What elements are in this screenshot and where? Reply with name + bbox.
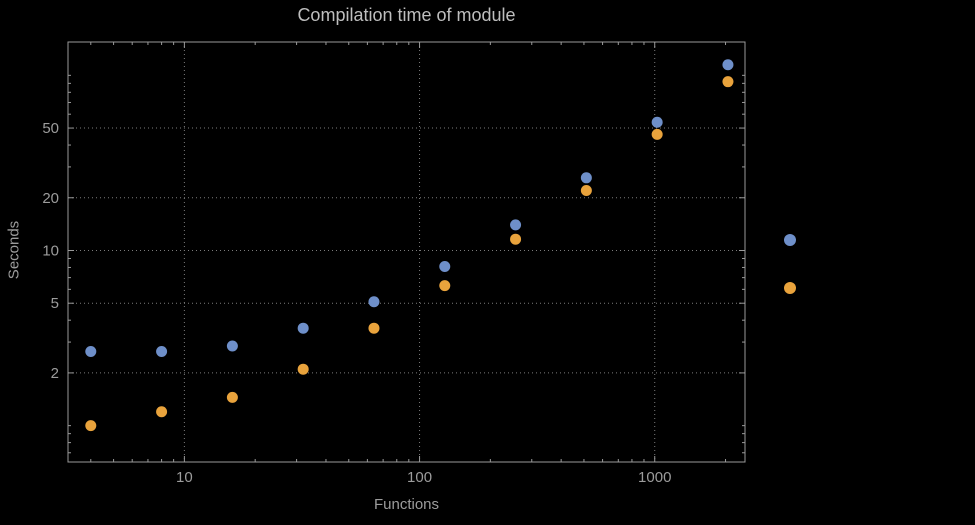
data-point-series-2-orange (85, 420, 97, 432)
x-tick-label: 10 (176, 469, 193, 486)
legend (784, 234, 796, 294)
chart-title: Compilation time of module (297, 5, 516, 25)
y-tick-label: 20 (42, 190, 59, 207)
x-tick-label: 100 (407, 469, 432, 486)
data-point-series-1-blue (651, 116, 663, 128)
x-axis-label: Functions (373, 496, 440, 513)
data-point-series-2-orange (580, 185, 592, 197)
data-point-series-2-orange (651, 128, 663, 140)
data-point-series-2-orange (297, 363, 309, 375)
y-tick-label: 5 (51, 295, 59, 312)
data-point-series-1-blue (85, 346, 97, 358)
data-point-series-1-blue (439, 261, 451, 273)
data-point-series-2-orange (510, 233, 522, 245)
data-point-series-2-orange (368, 322, 380, 334)
data-point-series-2-orange (156, 406, 168, 418)
y-tick-label: 50 (42, 120, 59, 137)
data-point-series-1-blue (580, 172, 592, 184)
data-point-series-1-blue (297, 322, 309, 334)
data-point-series-1-blue (156, 346, 168, 358)
plot-frame (67, 41, 746, 463)
legend-marker-series-1-blue (784, 234, 796, 246)
data-point-series-2-orange (439, 280, 451, 292)
y-tick-label: 2 (51, 365, 59, 382)
data-point-series-1-blue (510, 219, 522, 231)
legend-marker-series-2-orange (784, 282, 796, 294)
y-tick-label: 10 (42, 242, 59, 259)
data-point-series-1-blue (368, 296, 380, 308)
data-point-series-1-blue (722, 59, 734, 71)
data-point-series-2-orange (722, 76, 734, 88)
data-point-series-1-blue (226, 340, 238, 352)
x-tick-label: 1000 (638, 469, 671, 486)
data-point-series-2-orange (226, 391, 238, 403)
